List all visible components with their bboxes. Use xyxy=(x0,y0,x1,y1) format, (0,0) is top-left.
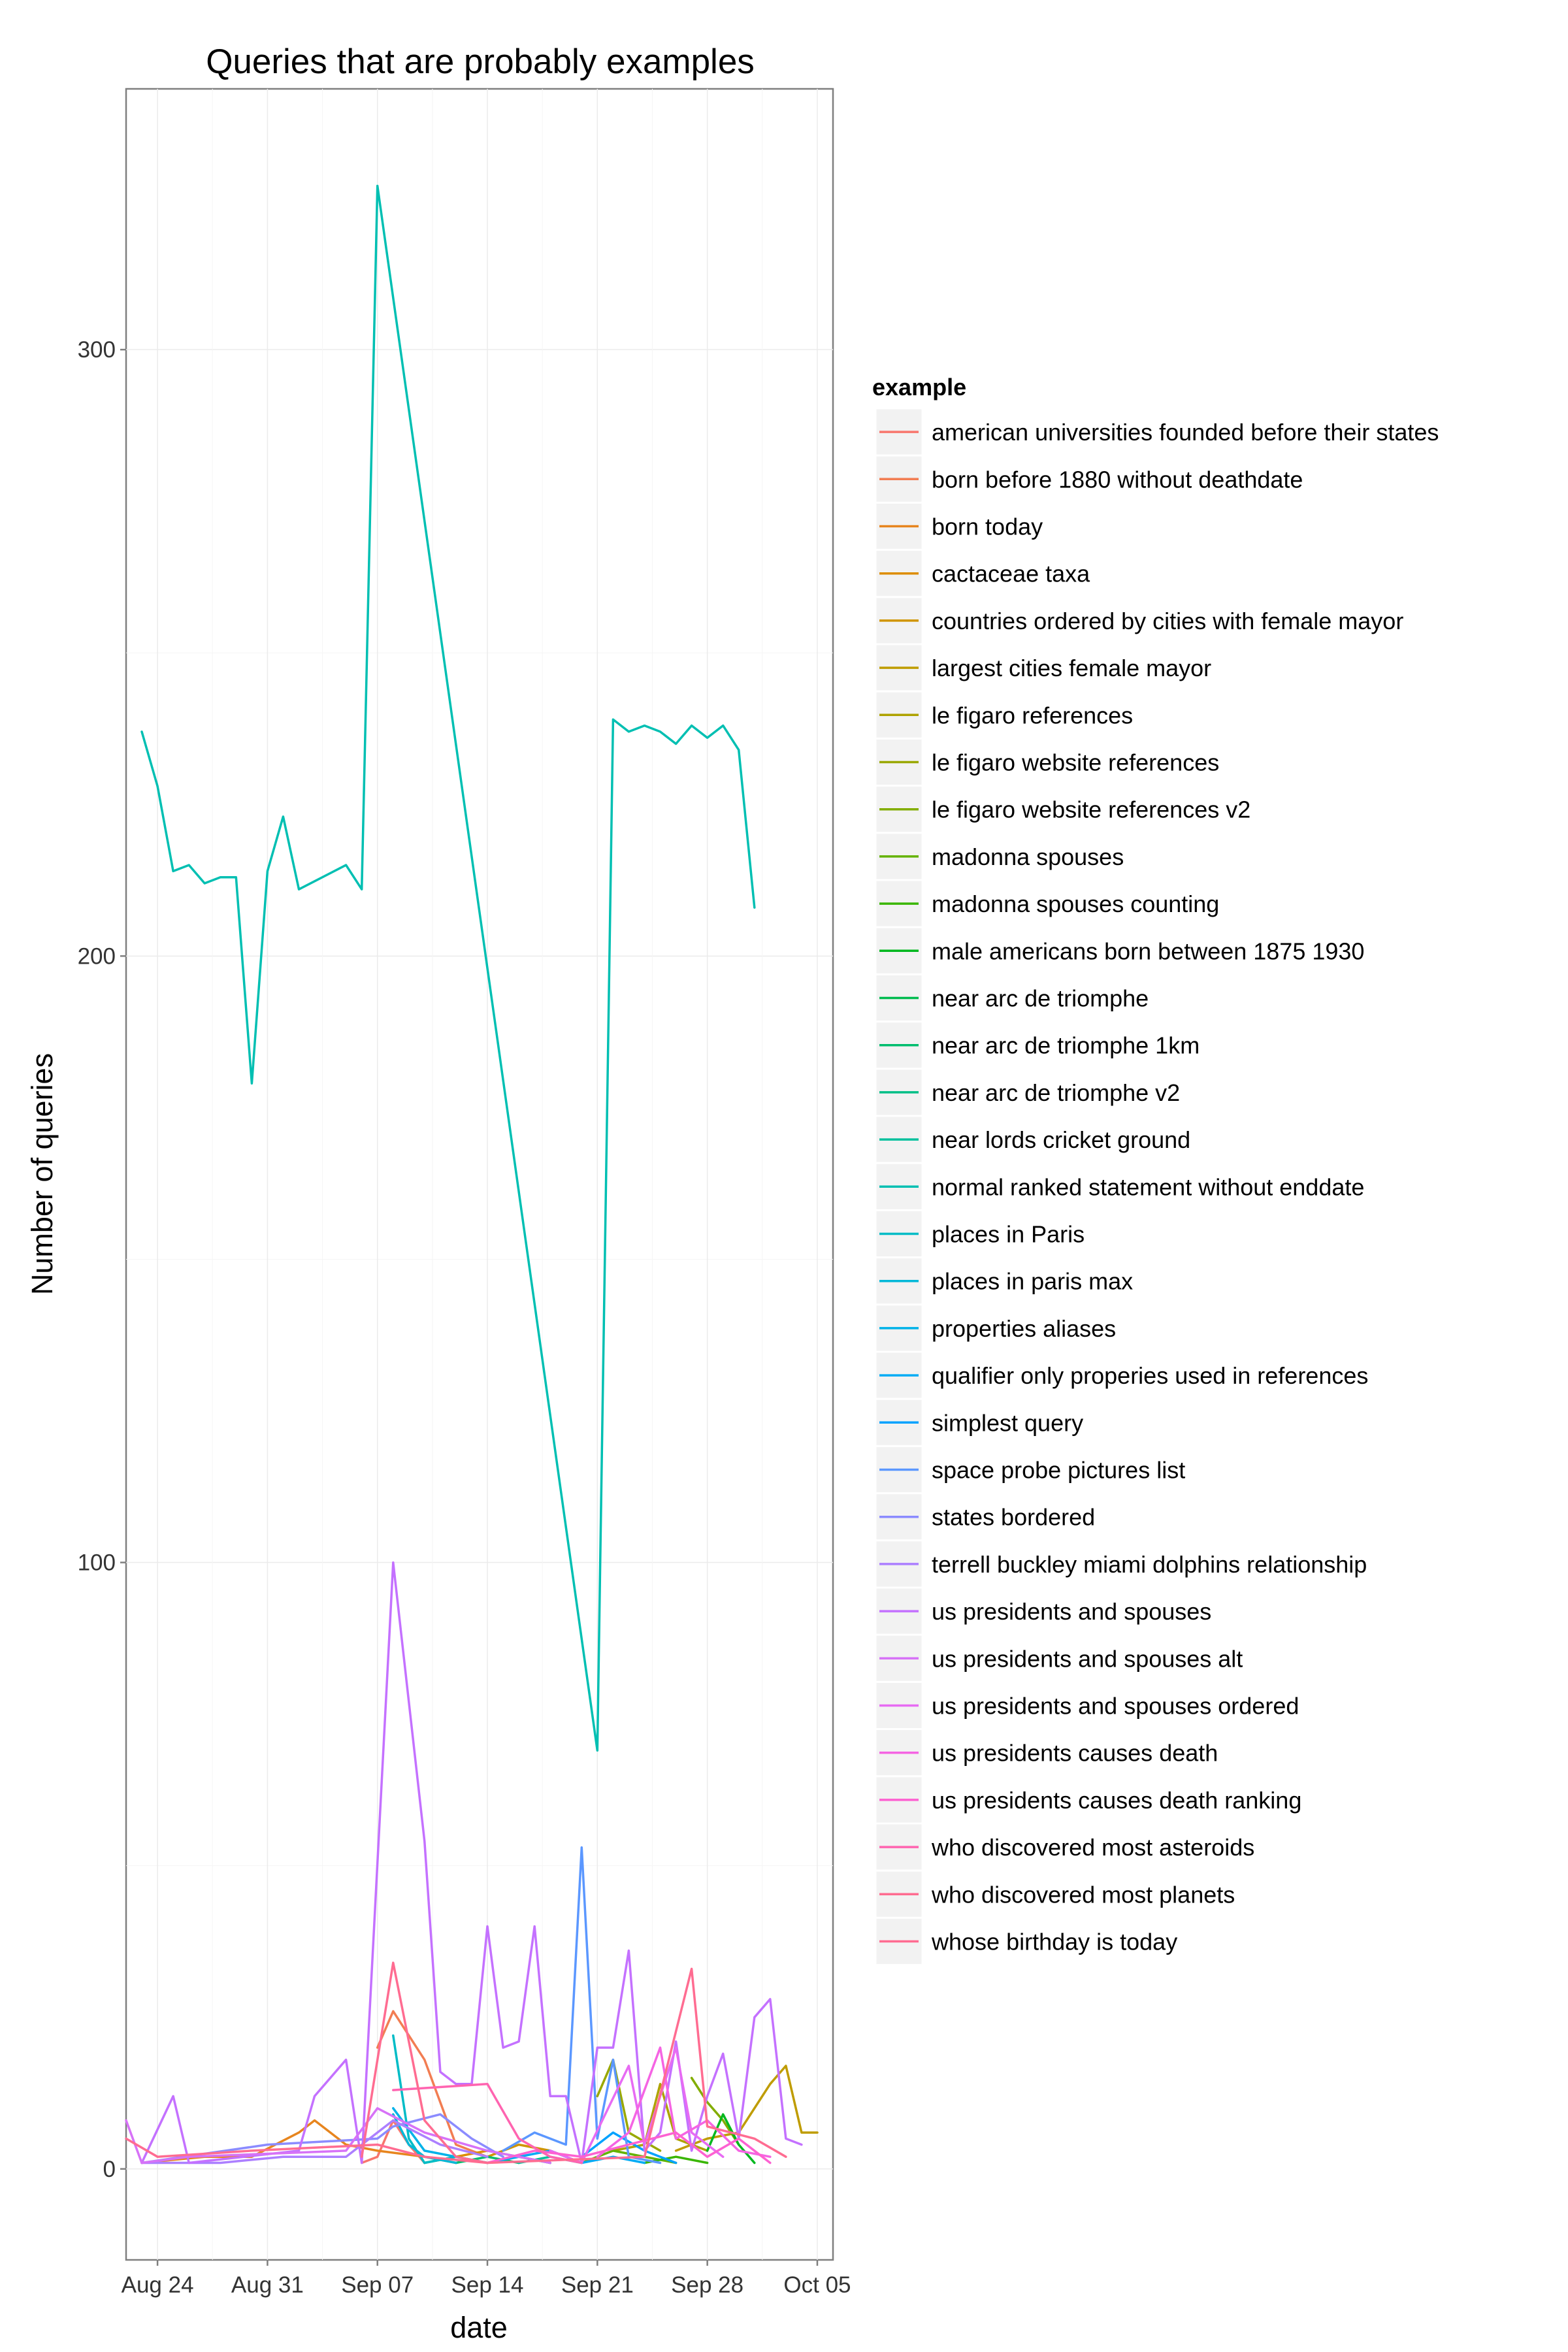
legend-label: le figaro website references xyxy=(932,749,1219,776)
series-line xyxy=(612,2083,709,2152)
series-line xyxy=(674,2065,819,2152)
legend-label: simplest query xyxy=(932,1409,1083,1436)
x-tick-label: Sep 07 xyxy=(341,2272,414,2298)
legend-label: cactaceae taxa xyxy=(932,561,1090,587)
x-axis: Aug 24 Aug 31 Sep 07 Sep 14 Sep 21 Sep 28 Oct … xyxy=(122,2260,851,2298)
series-line xyxy=(392,2113,457,2164)
legend-label: who discovered most planets xyxy=(931,1881,1235,1908)
legend-label: near arc de triomphe v2 xyxy=(932,1079,1180,1106)
legend-label: male americans born between 1875 1930 xyxy=(932,938,1364,964)
legend-label: whose birthday is today xyxy=(931,1929,1177,1955)
series-line xyxy=(580,2131,678,2164)
series-line xyxy=(392,2083,583,2164)
series-line xyxy=(140,2119,457,2164)
series-line xyxy=(376,2010,489,2158)
legend-label: madonna spouses counting xyxy=(932,890,1219,917)
x-tick-label: Oct 05 xyxy=(783,2272,851,2298)
x-tick-label: Sep 14 xyxy=(451,2272,524,2298)
plot-panel xyxy=(125,88,834,2261)
legend-label: born before 1880 without deathdate xyxy=(932,466,1303,493)
x-axis-title: date xyxy=(450,2311,508,2344)
legend-label: near arc de triomphe xyxy=(932,985,1149,1012)
legend: example american universities founded be… xyxy=(872,374,1439,1967)
legend-label: normal ranked statement without enddate xyxy=(932,1173,1364,1200)
legend-label: near lords cricket ground xyxy=(932,1126,1190,1153)
legend-label: countries ordered by cities with female … xyxy=(932,608,1403,634)
legend-label: le figaro website references v2 xyxy=(932,796,1250,823)
y-axis-title: Number of queries xyxy=(25,1053,59,1295)
series-line xyxy=(140,184,756,1752)
chart-title: Queries that are probably examples xyxy=(206,42,755,81)
legend-label: states bordered xyxy=(932,1504,1095,1531)
x-tick-label: Aug 31 xyxy=(231,2272,304,2298)
legend-label: who discovered most asteroids xyxy=(931,1834,1254,1861)
legend-label: largest cities female mayor xyxy=(932,655,1211,681)
legend-label: us presidents causes death xyxy=(932,1740,1218,1767)
legend-label: near arc de triomphe 1km xyxy=(932,1032,1200,1059)
legend-label: us presidents and spouses alt xyxy=(932,1645,1243,1672)
x-tick-label: Aug 24 xyxy=(122,2272,194,2298)
legend-label: us presidents and spouses xyxy=(932,1598,1211,1625)
legend-label: us presidents and spouses ordered xyxy=(932,1693,1299,1720)
y-tick-label: 0 xyxy=(103,2157,116,2182)
legend-title: example xyxy=(872,374,966,400)
series-line xyxy=(140,2113,504,2164)
y-tick-label: 100 xyxy=(78,1550,116,1576)
y-tick-label: 300 xyxy=(78,337,116,363)
series-line xyxy=(706,2113,756,2164)
legend-label: us presidents causes death ranking xyxy=(932,1787,1301,1814)
series-line xyxy=(140,1561,803,2164)
series-layer xyxy=(125,184,819,2164)
legend-label: terrell buckley miami dolphins relations… xyxy=(932,1551,1367,1578)
legend-label: space probe pictures list xyxy=(932,1457,1185,1484)
series-line xyxy=(140,2119,489,2164)
series-line xyxy=(502,1846,662,2164)
legend-label: born today xyxy=(932,514,1043,540)
x-tick-label: Sep 21 xyxy=(561,2272,634,2298)
legend-label: qualifier only properies used in referen… xyxy=(932,1362,1368,1389)
series-line xyxy=(596,2046,772,2158)
series-line xyxy=(125,2107,551,2164)
legend-label: madonna spouses xyxy=(932,843,1124,870)
series-line xyxy=(360,1961,489,2164)
plot-background xyxy=(125,88,834,2261)
legend-label: properties aliases xyxy=(932,1315,1116,1342)
y-tick-label: 200 xyxy=(78,943,116,969)
legend-label: le figaro references xyxy=(932,702,1133,728)
legend-label: places in paris max xyxy=(932,1268,1133,1295)
x-tick-label: Sep 28 xyxy=(671,2272,743,2298)
legend-label: places in Paris xyxy=(932,1221,1085,1248)
grid xyxy=(126,89,833,2260)
y-axis: 0 100 200 300 xyxy=(78,337,126,2182)
legend-label: american universities founded before the… xyxy=(932,419,1439,446)
